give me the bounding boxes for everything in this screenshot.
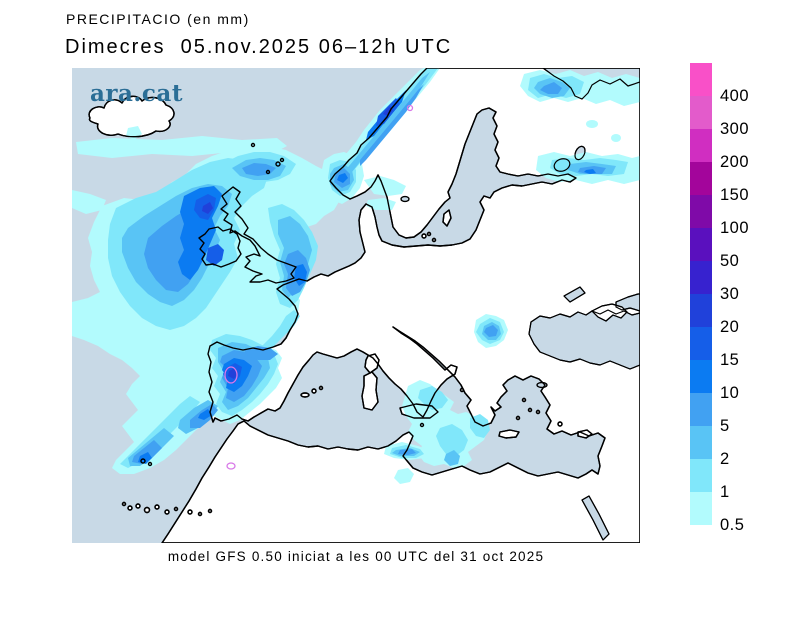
colorbar-tick-label: 150 — [720, 186, 750, 204]
colorbar-tick-label: 10 — [720, 384, 740, 402]
colorbar-tick-label: 5 — [720, 417, 730, 435]
colorbar-band — [690, 393, 712, 426]
colorbar-tick-label: 400 — [720, 87, 750, 105]
page-title: PRECIPITACIO (en mm) — [66, 11, 250, 27]
colorbar-band — [690, 63, 712, 96]
colorbar-tick-label: 30 — [720, 285, 740, 303]
colorbar-tick-label: 20 — [720, 318, 740, 336]
colorbar-band — [690, 294, 712, 327]
precipitation-map — [72, 68, 640, 543]
colorbar-tick-label: 0.5 — [720, 516, 745, 534]
colorbar-band — [690, 360, 712, 393]
colorbar-band — [690, 261, 712, 294]
colorbar-band — [690, 96, 712, 129]
colorbar — [690, 63, 712, 525]
colorbar-tick-label: 50 — [720, 252, 740, 270]
colorbar-labels: 400 300 200 150 100 50 30 20 15 10 5 2 1 0.5 — [720, 63, 780, 534]
precip-level-20 — [202, 106, 393, 379]
model-caption: model GFS 0.50 iniciat a les 00 UTC del … — [167, 549, 545, 564]
colorbar-band — [690, 459, 712, 492]
page-subtitle: Dimecres 05.nov.2025 06–12h UTC — [65, 36, 453, 58]
colorbar-band — [690, 492, 712, 525]
colorbar-band — [690, 327, 712, 360]
colorbar-band — [690, 162, 712, 195]
colorbar-band — [690, 228, 712, 261]
colorbar-tick-label: 2 — [720, 450, 730, 468]
colorbar-tick-label: 1 — [720, 483, 730, 501]
colorbar-band — [690, 426, 712, 459]
colorbar-tick-label: 15 — [720, 351, 740, 369]
colorbar-tick-label: 200 — [720, 153, 750, 171]
colorbar-tick-label: 100 — [720, 219, 750, 237]
colorbar-band — [690, 129, 712, 162]
colorbar-tick-label: 300 — [720, 120, 750, 138]
ara-cat-logo: ara.cat — [90, 80, 183, 107]
colorbar-band — [690, 195, 712, 228]
contour-rings — [224, 104, 414, 470]
